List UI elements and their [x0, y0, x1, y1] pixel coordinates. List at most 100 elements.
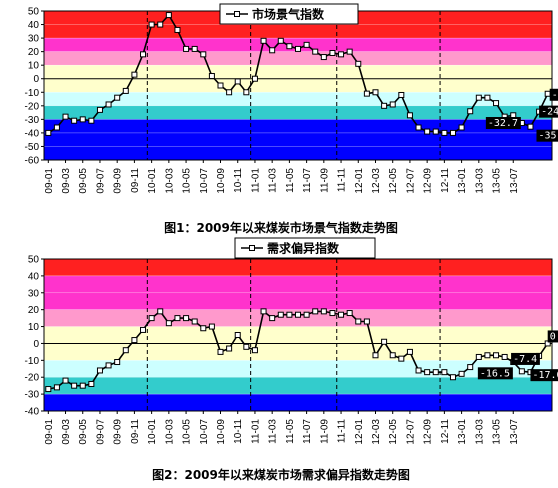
data-point [338, 51, 345, 58]
x-tick-label: 12-01 [354, 419, 365, 445]
x-tick-label: 10-05 [182, 168, 193, 194]
x-tick-label: 10-05 [182, 419, 193, 445]
data-point [415, 124, 422, 131]
data-label-text: -7.4 [513, 354, 537, 365]
data-point [165, 320, 172, 327]
data-point [217, 348, 224, 355]
data-point [406, 348, 413, 355]
x-tick-label: 11-05 [285, 419, 296, 444]
data-label-text: -32.7 [488, 118, 518, 129]
x-tick-label: 10-01 [147, 168, 158, 194]
data-point [458, 370, 465, 377]
x-tick-label: 09-11 [130, 419, 141, 444]
data-point [269, 315, 276, 322]
x-tick-label: 11-01 [250, 168, 261, 193]
legend: 市场景气指数 [219, 3, 359, 25]
x-tick-label: 12-05 [388, 419, 399, 445]
data-point [312, 308, 319, 315]
legend-marker [234, 11, 240, 17]
data-point [105, 362, 112, 369]
data-point [449, 129, 456, 136]
data-point [148, 315, 155, 322]
x-tick-label: 10-07 [199, 168, 210, 194]
x-tick-label: 09-09 [113, 419, 124, 445]
data-point [269, 47, 276, 54]
data-point [381, 338, 388, 345]
data-label-bg [536, 129, 558, 142]
x-tick-label: 11-11 [337, 168, 348, 193]
data-label-text: -16.5 [480, 368, 510, 379]
data-point [122, 347, 129, 354]
x-tick-label: 13-03 [474, 168, 485, 194]
data-label: -11.1 [549, 88, 558, 101]
data-point [406, 112, 413, 119]
data-point [53, 384, 60, 391]
data-point [484, 94, 491, 101]
x-tick-label: 12-03 [371, 419, 382, 445]
x-tick-label: 11-05 [285, 168, 296, 193]
x-tick-label: 10-07 [199, 419, 210, 445]
data-point [88, 380, 95, 387]
data-point [501, 353, 508, 360]
legend-label: 市场景气指数 [252, 7, 325, 22]
data-point [174, 315, 181, 322]
y-tick-label: 30 [28, 34, 40, 45]
data-point [346, 310, 353, 317]
data-point [157, 21, 164, 28]
y-tick-label: -60 [25, 156, 40, 167]
data-point [243, 343, 250, 350]
data-point [140, 51, 147, 58]
x-tick-label: 13-05 [492, 419, 503, 445]
data-point [226, 345, 233, 352]
x-tick-label: 11-03 [268, 419, 279, 444]
y-tick-label: -10 [25, 356, 40, 367]
data-point [140, 326, 147, 333]
data-point [346, 48, 353, 55]
data-label: -35.4 [536, 129, 558, 142]
data-point [191, 318, 198, 325]
data-point [122, 87, 129, 94]
y-tick-label: 50 [28, 255, 40, 266]
data-label-bg [485, 117, 521, 130]
data-point [398, 355, 405, 362]
x-tick-label: 09-03 [61, 419, 72, 445]
data-point [467, 108, 474, 115]
data-point [105, 101, 112, 108]
data-label-bg [547, 330, 558, 343]
x-tick-label: 09-07 [95, 168, 106, 194]
data-point [200, 51, 207, 58]
data-label-text: -35.4 [538, 131, 558, 142]
data-label-bg [477, 367, 513, 380]
chart-market-prosperity: -60 -50 -40 -30 -20 -10 0 10 20 30 40 50 09-01 09-03 0… [25, 3, 558, 194]
legend-box [219, 3, 359, 25]
x-tick-label: 12-07 [405, 168, 416, 194]
y-tick-label: 0 [33, 339, 39, 350]
data-point [277, 311, 284, 318]
data-point [432, 369, 439, 376]
data-point [286, 43, 293, 50]
data-point [71, 117, 78, 124]
band-10-to-20 [44, 51, 552, 66]
x-tick-label: 11-07 [302, 419, 313, 444]
y-tick-label: -20 [25, 373, 40, 384]
data-point [183, 45, 190, 52]
band--30-to--20 [44, 377, 552, 395]
data-label-text: -17.0 [532, 370, 558, 381]
data-point [458, 124, 465, 131]
data-label: -7.4 [511, 352, 540, 365]
x-tick-label: 12-03 [371, 168, 382, 194]
data-point [338, 311, 345, 318]
data-label: -32.7 [485, 117, 521, 130]
y-tick-label: 0 [33, 74, 39, 85]
data-point [432, 128, 439, 135]
y-tick-label: 30 [28, 288, 40, 299]
band-0-to-10 [44, 65, 552, 79]
data-label-bg [539, 105, 558, 118]
x-tick-label: 10-11 [233, 168, 244, 193]
x-tick-label: 11-09 [319, 168, 330, 193]
data-point [355, 318, 362, 325]
data-label: -17.0 [530, 369, 558, 382]
data-point [260, 308, 267, 315]
y-tick-label: -50 [25, 142, 40, 153]
data-point [62, 113, 69, 120]
